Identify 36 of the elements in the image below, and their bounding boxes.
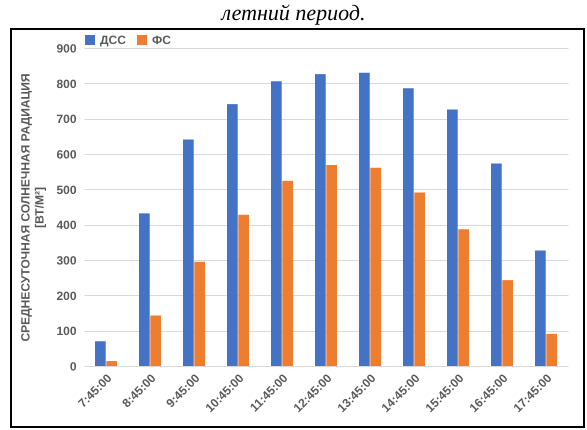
bar (282, 180, 293, 366)
legend-label: ФС (152, 33, 172, 47)
bar (502, 280, 513, 366)
bar (106, 361, 117, 366)
bar (403, 88, 414, 366)
y-tick-label: 700 (56, 112, 77, 126)
bar (359, 72, 370, 366)
y-tick-label: 400 (56, 218, 77, 232)
y-tick-label: 600 (56, 148, 77, 162)
bar (315, 74, 326, 366)
bar (447, 109, 458, 366)
bar (139, 213, 150, 366)
y-tick-label: 900 (56, 42, 77, 56)
legend-label: ДСС (100, 33, 126, 47)
bar (414, 192, 425, 366)
bar (535, 250, 546, 366)
bar (227, 104, 238, 366)
y-axis-title: СРЕДНЕСУТОЧНАЯ СОЛНЕЧНАЯ РАДИАЦИЯ [ВТ/М²] (18, 73, 46, 342)
bar (150, 315, 161, 366)
bar (370, 168, 381, 366)
bar (194, 262, 205, 366)
y-tick-label: 0 (70, 360, 77, 374)
bar (271, 81, 282, 366)
bar (491, 164, 502, 366)
y-tick-label: 100 (56, 324, 77, 338)
bar (95, 341, 106, 366)
bar (183, 140, 194, 366)
y-tick-label: 800 (56, 76, 77, 91)
bar (546, 334, 557, 366)
y-tick-label: 200 (56, 288, 77, 303)
bar (458, 229, 469, 366)
chart-title: летний период. (220, 0, 367, 26)
y-tick-label: 300 (56, 254, 77, 268)
bar (326, 164, 337, 366)
bar (238, 214, 249, 366)
y-tick-label: 500 (56, 182, 77, 197)
